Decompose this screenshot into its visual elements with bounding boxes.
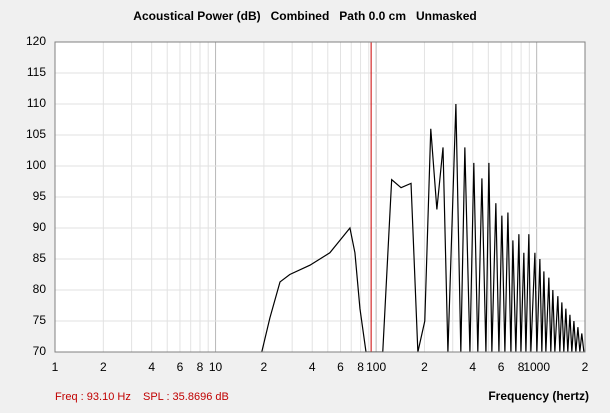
y-tick-label: 115 <box>27 65 46 79</box>
chart-title: Acoustical Power (dB) Combined Path 0.0 … <box>133 9 476 23</box>
x-tick-label: 6 <box>177 360 184 374</box>
y-tick-label: 95 <box>33 189 47 203</box>
y-tick-label: 85 <box>33 251 47 265</box>
y-tick-label: 90 <box>33 220 47 234</box>
y-tick-label: 120 <box>26 34 46 48</box>
y-tick-label: 100 <box>26 158 46 172</box>
y-tick-label: 110 <box>27 96 46 110</box>
x-tick-label: 8 <box>197 360 204 374</box>
x-tick-label: 2 <box>582 360 589 374</box>
response-line <box>261 103 585 352</box>
x-tick-label: 2 <box>261 360 268 374</box>
x-tick-label: 2 <box>421 360 428 374</box>
y-tick-label: 80 <box>33 282 47 296</box>
y-tick-label: 70 <box>33 344 47 358</box>
x-tick-label: 10 <box>209 360 223 374</box>
y-tick-label: 105 <box>26 127 46 141</box>
x-tick-label: 2 <box>100 360 107 374</box>
x-tick-label: 8 <box>518 360 525 374</box>
x-axis-label: Frequency (hertz) <box>488 389 589 403</box>
plot-border <box>54 41 586 353</box>
x-tick-label: 4 <box>309 360 316 374</box>
x-tick-label: 100 <box>366 360 386 374</box>
x-tick-label: 1000 <box>523 360 550 374</box>
x-tick-label: 6 <box>498 360 505 374</box>
freq-status: Freq : 93.10 Hz <box>55 391 131 403</box>
x-tick-label: 6 <box>337 360 344 374</box>
x-tick-label: 1 <box>52 360 59 374</box>
x-tick-label: 4 <box>469 360 476 374</box>
x-tick-label: 4 <box>148 360 155 374</box>
x-tick-label: 8 <box>357 360 364 374</box>
spl-status: SPL : 35.8696 dB <box>143 391 229 403</box>
y-tick-label: 75 <box>33 313 47 327</box>
